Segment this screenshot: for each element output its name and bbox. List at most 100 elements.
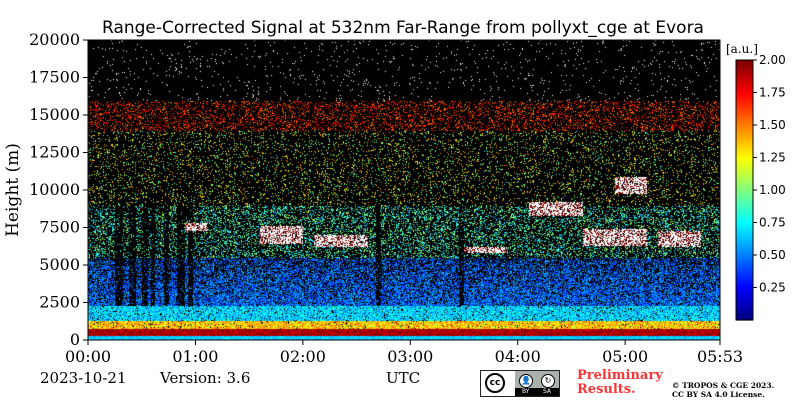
colorbar-segment [736, 234, 753, 237]
colorbar-segment [736, 66, 753, 69]
colorbar-segment [736, 70, 753, 73]
colorbar-segment [736, 226, 753, 229]
colorbar-segment [736, 264, 753, 267]
colorbar-segment [736, 280, 753, 283]
colorbar-segment [736, 78, 753, 81]
colorbar-segment [736, 202, 753, 205]
colorbar-tick-label: 2.00 [759, 53, 786, 67]
colorbar-segment [736, 134, 753, 137]
colorbar-segment [736, 148, 753, 151]
colorbar-segment [736, 160, 753, 163]
colorbar-tick-label: 1.25 [759, 151, 786, 165]
colorbar-segment [736, 204, 753, 207]
colorbar-segment [736, 146, 753, 149]
y-axis: 0 2500 5000 7500 10000 12500 15000 17500 20000 [29, 30, 88, 349]
colorbar-segment [736, 276, 753, 279]
colorbar-unit-label: [a.u.] [726, 42, 758, 56]
colorbar-tick-label: 0.50 [759, 248, 786, 262]
colorbar-segment [736, 224, 753, 227]
colorbar-segment [736, 316, 753, 319]
colorbar-segment [736, 178, 753, 181]
colorbar-segment [736, 214, 753, 217]
colorbar-segment [736, 228, 753, 231]
colorbar-segment [736, 72, 753, 75]
share-alike-icon: ↻ [541, 374, 555, 388]
colorbar-segment [736, 270, 753, 273]
colorbar-segment [736, 194, 753, 197]
colorbar-segment [736, 256, 753, 259]
colorbar-segment [736, 188, 753, 191]
colorbar-segment [736, 254, 753, 257]
colorbar-segment [736, 244, 753, 247]
colorbar-segment [736, 220, 753, 223]
colorbar-segment [736, 268, 753, 271]
x-tick-label: 00:00 [65, 347, 111, 366]
colorbar-segment [736, 232, 753, 235]
colorbar-segment [736, 196, 753, 199]
y-tick-label: 20000 [29, 30, 80, 49]
colorbar-segment [736, 108, 753, 111]
x-axis: 00:00 01:00 02:00 03:00 04:00 05:00 05:53 [65, 340, 743, 366]
by-label: BY [522, 388, 530, 395]
colorbar-segment [736, 284, 753, 287]
colorbar-segment [736, 302, 753, 305]
colorbar-segment [736, 186, 753, 189]
colorbar-segment [736, 246, 753, 249]
colorbar-segment [736, 310, 753, 313]
colorbar-segment [736, 120, 753, 123]
colorbar-segment [736, 150, 753, 153]
x-tick-label: 05:53 [697, 347, 743, 366]
colorbar-segment [736, 68, 753, 71]
colorbar-segment [736, 156, 753, 159]
y-tick-label: 10000 [29, 180, 80, 199]
colorbar-segment [736, 262, 753, 265]
colorbar-segment [736, 82, 753, 85]
colorbar-segment [736, 290, 753, 293]
colorbar-segment [736, 112, 753, 115]
colorbar-segment [736, 250, 753, 253]
colorbar-segment [736, 260, 753, 263]
colorbar-segment [736, 142, 753, 145]
colorbar-segment [736, 124, 753, 127]
colorbar-segment [736, 96, 753, 99]
colorbar-segment [736, 278, 753, 281]
colorbar-segment [736, 152, 753, 155]
colorbar-segment [736, 102, 753, 105]
colorbar-segment [736, 248, 753, 251]
x-tick-label: 04:00 [495, 347, 541, 366]
colorbar-segment [736, 218, 753, 221]
colorbar-segment [736, 230, 753, 233]
colorbar-segment [736, 304, 753, 307]
colorbar-segment [736, 306, 753, 309]
colorbar-tick-label: 1.00 [759, 183, 786, 197]
x-tick-label: 05:00 [602, 347, 648, 366]
sa-label: SA [543, 388, 552, 395]
y-tick-label: 5000 [39, 255, 80, 274]
by-person-icon: 👤 [519, 374, 533, 388]
colorbar-segment [736, 166, 753, 169]
colorbar-segment [736, 190, 753, 193]
colorbar-segment [736, 130, 753, 133]
colorbar-segment [736, 240, 753, 243]
colorbar-segment [736, 122, 753, 125]
colorbar-segment [736, 164, 753, 167]
colorbar-segment [736, 80, 753, 83]
y-tick-label: 12500 [29, 143, 80, 162]
colorbar-segment [736, 100, 753, 103]
colorbar-segment [736, 258, 753, 261]
colorbar-segment [736, 238, 753, 241]
y-tick-label: 0 [70, 330, 80, 349]
colorbar-tick-label: 1.50 [759, 118, 786, 132]
colorbar-segment [736, 126, 753, 129]
colorbar: 0.25 0.50 0.75 1.00 1.25 1.50 1.75 2.00[a.u.] [726, 42, 786, 321]
colorbar-segment [736, 252, 753, 255]
colorbar-segment [736, 106, 753, 109]
colorbar-segment [736, 184, 753, 187]
colorbar-segment [736, 104, 753, 107]
colorbar-segment [736, 300, 753, 303]
colorbar-segment [736, 172, 753, 175]
colorbar-segment [736, 222, 753, 225]
colorbar-segment [736, 62, 753, 65]
signal-field [88, 40, 720, 340]
x-axis-label: UTC [386, 369, 421, 387]
